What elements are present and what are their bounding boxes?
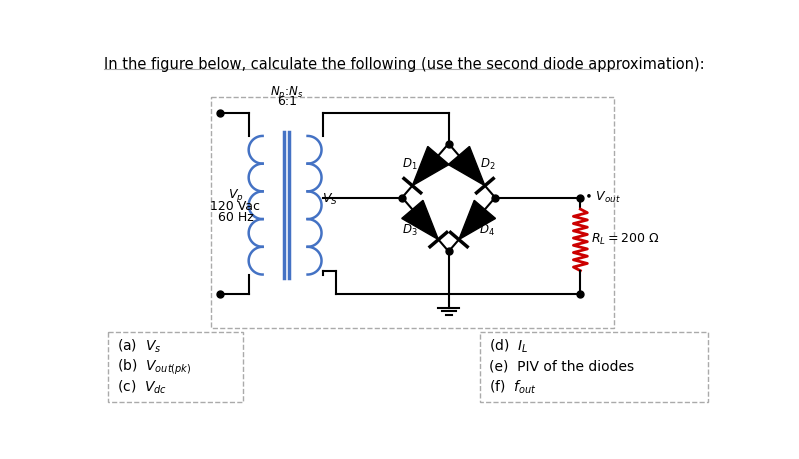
- Polygon shape: [402, 200, 439, 240]
- Text: $R_L = 200\ \Omega$: $R_L = 200\ \Omega$: [591, 232, 659, 247]
- Text: 6:1: 6:1: [276, 95, 296, 108]
- Text: $V_S$: $V_S$: [321, 192, 337, 207]
- Text: $N_p$:$N_s$: $N_p$:$N_s$: [270, 84, 304, 101]
- Text: $D_2$: $D_2$: [479, 157, 495, 172]
- Text: (c)  $V_{dc}$: (c) $V_{dc}$: [117, 379, 167, 397]
- Text: $D_3$: $D_3$: [402, 223, 418, 238]
- Polygon shape: [412, 146, 449, 186]
- Text: (b)  $V_{out(pk)}$: (b) $V_{out(pk)}$: [117, 357, 191, 376]
- Text: $V_p$: $V_p$: [228, 187, 244, 205]
- Text: (a)  $V_s$: (a) $V_s$: [117, 337, 161, 355]
- Bar: [211, 97, 614, 329]
- Text: (f)  $f_{out}$: (f) $f_{out}$: [489, 379, 537, 397]
- Text: (e)  PIV of the diodes: (e) PIV of the diodes: [489, 360, 634, 374]
- Text: $D_1$: $D_1$: [402, 157, 418, 172]
- Polygon shape: [459, 200, 495, 240]
- Polygon shape: [448, 146, 485, 186]
- Text: (d)  $I_L$: (d) $I_L$: [489, 337, 528, 355]
- Text: In the figure below, calculate the following (use the second diode approximation: In the figure below, calculate the follo…: [104, 57, 705, 72]
- Bar: [108, 332, 243, 402]
- Text: 120 Vac: 120 Vac: [210, 200, 260, 213]
- Text: $D_4$: $D_4$: [479, 223, 495, 238]
- Text: 60 Hz: 60 Hz: [217, 211, 253, 224]
- Text: $\bullet$ $V_{out}$: $\bullet$ $V_{out}$: [584, 190, 621, 205]
- Bar: [479, 332, 708, 402]
